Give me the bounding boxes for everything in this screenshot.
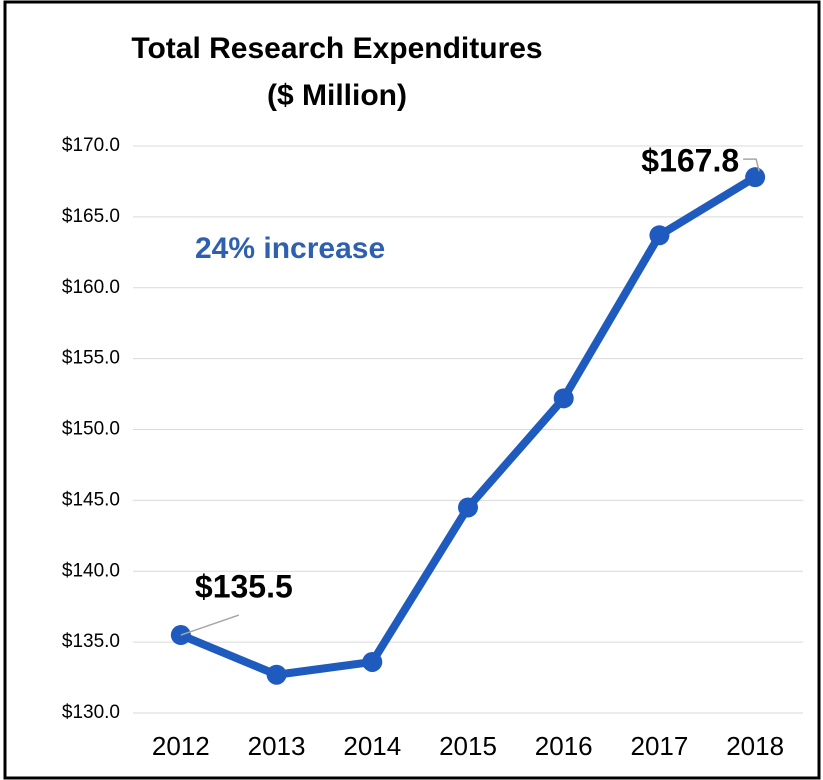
marker	[649, 225, 670, 246]
x-tick-label: 2013	[248, 731, 306, 761]
x-tick-label: 2017	[631, 731, 689, 761]
y-tick-label: $135.0	[62, 631, 120, 652]
y-tick-label: $165.0	[62, 206, 120, 227]
marker	[362, 651, 383, 672]
marker	[553, 388, 574, 409]
y-tick-label: $130.0	[62, 702, 120, 723]
chart-subtitle: ($ Million)	[267, 79, 407, 112]
chart-border	[3, 0, 821, 780]
marker	[458, 497, 478, 518]
x-tick-label: 2015	[439, 731, 497, 761]
leader-line	[180, 614, 240, 636]
y-tick-label: $155.0	[62, 348, 120, 369]
annotation: 24% increase	[195, 232, 385, 265]
data-label: $167.8	[641, 143, 739, 179]
y-tick-label: $170.0	[62, 135, 120, 156]
y-tick-label: $145.0	[62, 489, 120, 510]
marker	[745, 167, 766, 188]
x-tick-label: 2016	[535, 731, 593, 761]
chart-title: Total Research Expenditures	[131, 32, 542, 65]
y-tick-label: $150.0	[62, 419, 120, 440]
data-label: $135.5	[195, 568, 293, 604]
leader-line	[743, 158, 760, 172]
x-tick-label: 2012	[152, 731, 210, 761]
x-tick-label: 2018	[726, 731, 784, 761]
y-tick-label: $160.0	[62, 277, 120, 298]
x-tick-label: 2014	[343, 731, 401, 761]
y-tick-label: $140.0	[62, 560, 120, 581]
marker	[266, 664, 287, 685]
